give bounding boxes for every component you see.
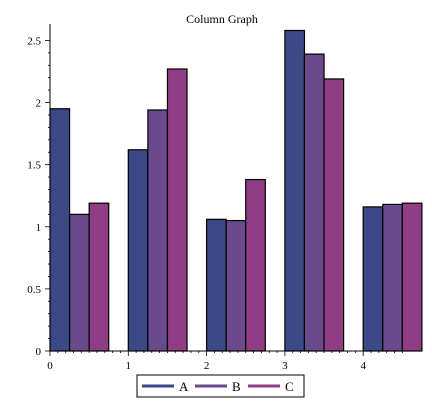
legend-label-b: B (232, 379, 241, 394)
x-tick-label: 2 (204, 360, 210, 372)
bar-b-0 (68, 213, 90, 352)
y-tick-label: 1.5 (27, 160, 41, 172)
x-tick-label: 0 (47, 360, 53, 372)
bar-b-3 (303, 53, 325, 352)
x-tick-label: 1 (126, 360, 132, 372)
bar-c-3 (323, 78, 345, 352)
y-tick-label: 1 (36, 222, 42, 234)
bar-a-0 (49, 108, 71, 352)
bar-b-4 (382, 203, 403, 352)
x-tick-label: 3 (282, 360, 288, 372)
bar-a-3 (284, 29, 306, 352)
legend: A B C (136, 374, 305, 398)
bar-c-1 (166, 68, 188, 352)
y-tick-label: 2.5 (27, 35, 41, 47)
axes-layer: 0 0.5 1 1.5 2 2.5 0 1 2 3 4 (27, 24, 418, 372)
bar-a-2 (206, 218, 227, 352)
bars-layer (49, 29, 423, 352)
bar-c-2 (245, 178, 266, 352)
legend-label-c: C (285, 379, 294, 394)
y-tick-label: 0.5 (27, 284, 41, 296)
bar-a-1 (127, 149, 149, 352)
legend-label-a: A (179, 379, 189, 394)
y-tick-label: 2 (36, 98, 42, 110)
chart-title: Column Graph (186, 12, 258, 26)
bar-c-0 (88, 202, 110, 352)
bar-b-2 (225, 219, 247, 352)
y-tick-label: 0 (36, 346, 42, 358)
bar-b-1 (147, 109, 169, 352)
bar-a-4 (362, 206, 384, 352)
bar-c-4 (401, 202, 423, 352)
x-tick-label: 4 (360, 360, 366, 372)
